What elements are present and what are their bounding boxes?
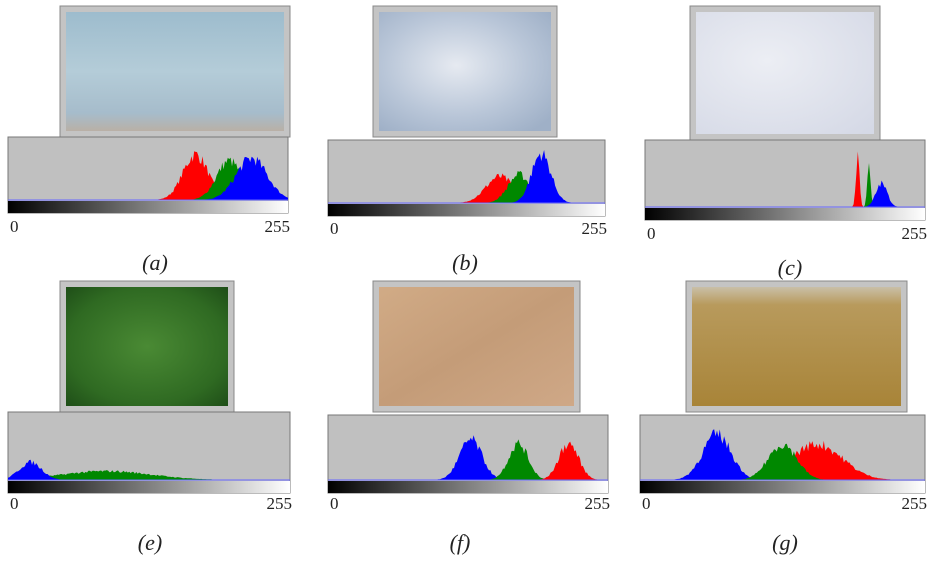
gray-ramp	[328, 204, 605, 216]
figure: 0 255 (a) 0 255 (b) 0 255 (c) 0 255 (e) 0 255 (f) 0 255 (…	[0, 0, 936, 563]
panel-label: (f)	[450, 530, 471, 555]
panel: 0 255 (a)	[8, 6, 290, 275]
photo	[692, 287, 901, 406]
axis-max: 255	[267, 494, 293, 513]
panel-label: (c)	[778, 255, 802, 280]
axis-min: 0	[642, 494, 651, 513]
panels: 0 255 (a) 0 255 (b) 0 255 (c) 0 255 (e) 0 255 (f) 0 255 (…	[8, 6, 927, 555]
axis-min: 0	[330, 494, 339, 513]
gray-ramp	[328, 481, 608, 493]
axis-max: 255	[902, 494, 928, 513]
panel: 0 255 (e)	[8, 281, 292, 555]
gray-ramp	[645, 208, 925, 220]
photo	[66, 287, 228, 406]
panel-label: (e)	[138, 530, 162, 555]
panel: 0 255 (b)	[328, 6, 607, 275]
gray-ramp	[8, 481, 290, 493]
panel: 0 255 (c)	[645, 6, 927, 280]
photo	[379, 287, 574, 406]
axis-min: 0	[330, 219, 339, 238]
photo	[379, 12, 551, 131]
gray-ramp	[640, 481, 925, 493]
axis-max: 255	[265, 217, 291, 236]
axis-max: 255	[902, 224, 928, 243]
axis-min: 0	[10, 217, 19, 236]
axis-max: 255	[582, 219, 608, 238]
panel-label: (g)	[772, 530, 798, 555]
photo	[66, 12, 284, 131]
axis-min: 0	[10, 494, 19, 513]
axis-min: 0	[647, 224, 656, 243]
histogram-box	[8, 412, 290, 493]
panel-label: (b)	[452, 250, 478, 275]
panel: 0 255 (f)	[328, 281, 610, 555]
gray-ramp	[8, 201, 288, 213]
axis-max: 255	[585, 494, 611, 513]
panel-label: (a)	[142, 250, 168, 275]
photo	[696, 12, 874, 134]
panel: 0 255 (g)	[640, 281, 927, 555]
